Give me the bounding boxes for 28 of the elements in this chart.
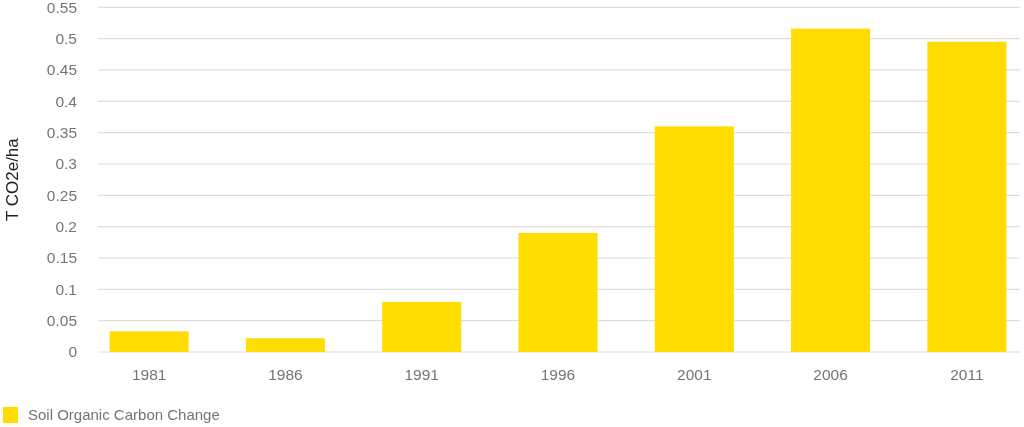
y-tick-label: 0.35 <box>46 124 77 142</box>
y-tick-label: 0.55 <box>46 0 77 16</box>
y-tick-label: 0.05 <box>46 312 77 330</box>
y-tick-label: 0.4 <box>55 92 78 110</box>
y-tick-label: 0.15 <box>46 249 77 267</box>
x-tick-label: 1996 <box>540 366 576 384</box>
y-tick-label: 0.25 <box>46 186 77 204</box>
x-tick-label: 2011 <box>950 366 984 384</box>
x-tick-label: 2001 <box>677 366 712 384</box>
bar <box>791 28 871 352</box>
bar <box>109 331 189 352</box>
bar <box>518 232 598 352</box>
x-tick-label: 1986 <box>268 366 303 384</box>
y-tick-label: 0.2 <box>55 218 77 236</box>
y-axis-title: T CO2e/ha <box>3 137 22 222</box>
y-tick-label: 0 <box>68 343 78 361</box>
y-tick-label: 0.5 <box>55 30 77 48</box>
legend-label: Soil Organic Carbon Change <box>28 406 220 424</box>
bar <box>927 41 1007 352</box>
y-tick-label: 0.1 <box>55 280 77 298</box>
x-tick-label: 1981 <box>131 366 167 384</box>
x-tick-label: 1991 <box>404 366 439 384</box>
y-tick-label: 0.3 <box>55 155 77 173</box>
bar <box>654 126 734 352</box>
x-tick-label: 2006 <box>813 366 848 384</box>
y-tick-label: 0.45 <box>46 61 77 79</box>
bar <box>245 338 325 352</box>
bar <box>382 301 462 352</box>
